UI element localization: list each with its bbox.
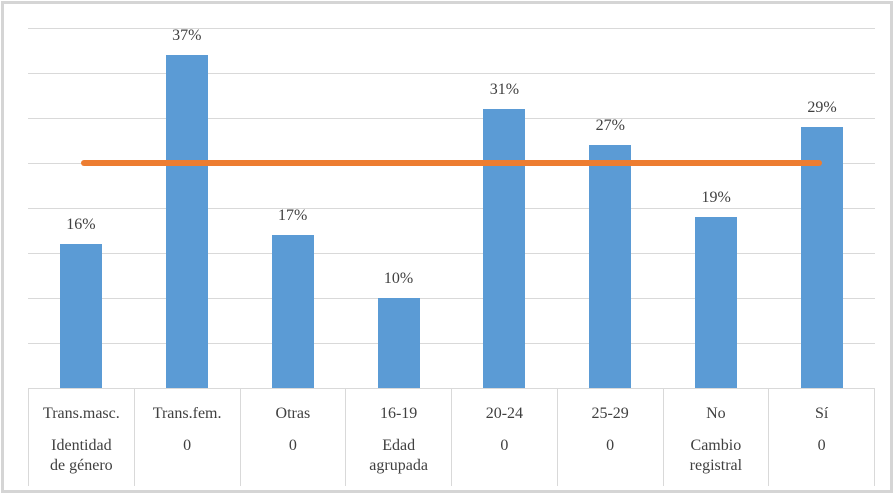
gridline (28, 343, 875, 344)
data-label: 31% (489, 81, 520, 98)
plot-area: 16% 37% 17% 10% 31% 27% 19% 29% (28, 27, 875, 388)
category-group-label: 0 (817, 437, 826, 454)
category-group-label: 0 (288, 437, 297, 454)
category-label: Trans.fem. (152, 405, 222, 422)
category-axis: Trans.masc. Identidad de género Trans.fem.… (28, 388, 875, 486)
gridline (28, 118, 875, 119)
data-label: 27% (595, 117, 625, 134)
category-group-label: Cambio registral (689, 437, 743, 474)
gridline (28, 298, 875, 299)
category-label: 20-24 (485, 405, 524, 422)
category-group-label: 0 (183, 437, 192, 454)
data-label: 29% (807, 99, 837, 116)
bar-25-29 (589, 145, 632, 388)
data-label: 16% (66, 216, 96, 233)
bar-16-19 (377, 298, 420, 388)
gridline (28, 73, 875, 74)
axis-cell-20-24: 20-24 0 (452, 389, 558, 486)
category-group-label: 0 (606, 437, 615, 454)
axis-cell-Otras: Otras 0 (241, 389, 347, 486)
data-label: 10% (383, 270, 414, 287)
category-label: Sí (814, 405, 829, 422)
data-label: 19% (701, 189, 731, 206)
bar-20-24 (483, 109, 526, 388)
category-label: 16-19 (379, 405, 418, 422)
data-label: 37% (172, 27, 202, 44)
bar-Sí (801, 127, 844, 388)
axis-cell-25-29: 25-29 0 (558, 389, 664, 486)
category-label: No (706, 405, 726, 422)
axis-cell-No: No Cambio registral (664, 389, 770, 486)
gridline (28, 28, 875, 29)
category-label: 25-29 (591, 405, 629, 422)
axis-cell-16-19: 16-19 Edad agrupada (346, 389, 452, 486)
category-label: Otras (275, 405, 311, 422)
data-label: 17% (278, 207, 308, 224)
axis-cell-Trans.fem.: Trans.fem. 0 (135, 389, 241, 486)
bar-Trans.masc. (59, 244, 102, 388)
bar-Otras (271, 235, 314, 388)
axis-cell-Sí: Sí 0 (769, 389, 875, 486)
bar-No (695, 217, 738, 388)
axis-cell-Trans.masc.: Trans.masc. Identidad de género (29, 389, 135, 486)
reference-line (80, 160, 823, 166)
category-group-label: Edad agrupada (369, 437, 428, 474)
gridline (28, 208, 875, 209)
bar-Trans.fem. (165, 55, 208, 388)
gridline (28, 253, 875, 254)
category-label: Trans.masc. (43, 405, 120, 422)
category-group-label: 0 (500, 437, 509, 454)
category-group-label: Identidad de género (50, 437, 113, 474)
